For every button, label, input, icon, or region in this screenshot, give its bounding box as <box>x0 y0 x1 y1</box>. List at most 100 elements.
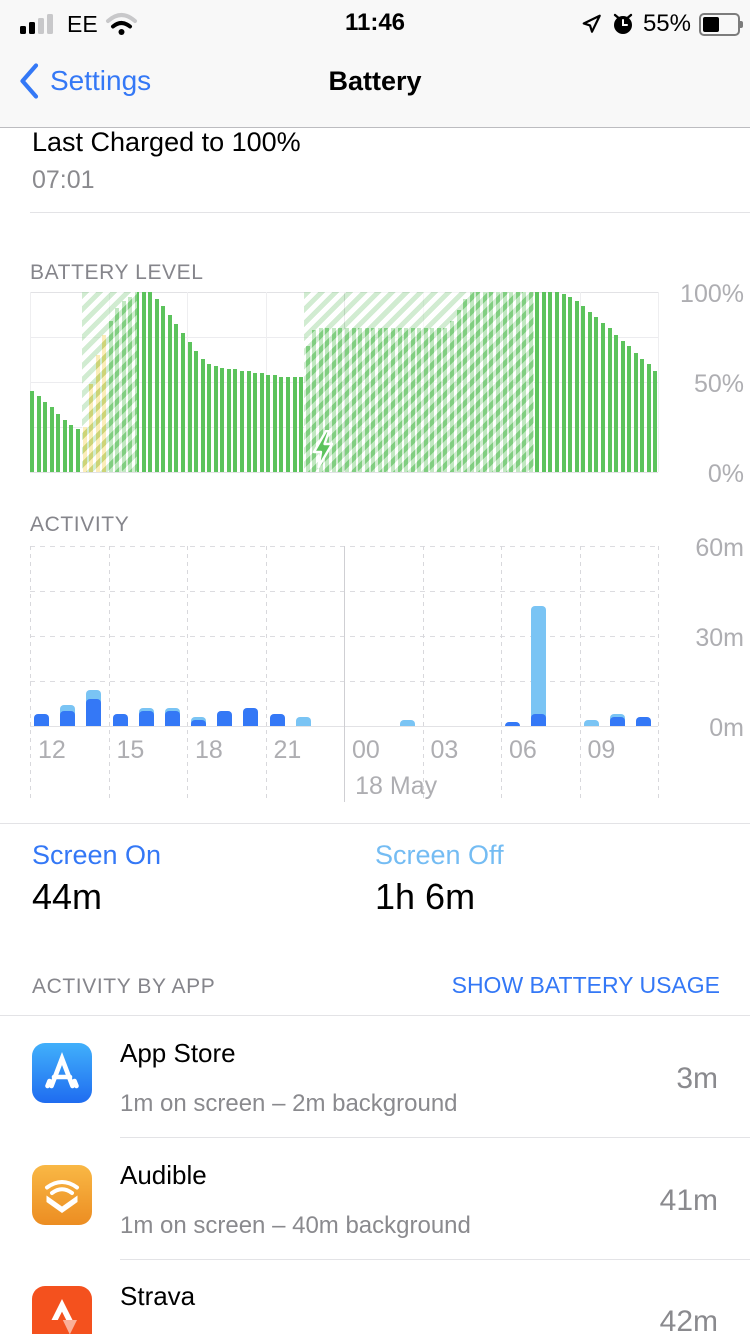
battery-level-bar <box>56 414 61 472</box>
battery-level-bar <box>502 292 507 472</box>
activity-hour-slot <box>632 546 658 726</box>
hour-label: 18 <box>195 736 223 764</box>
battery-level-bar <box>456 310 461 472</box>
carrier-label: EE <box>67 10 98 37</box>
location-arrow-icon <box>582 14 601 33</box>
battery-level-bar <box>410 328 415 472</box>
screen-on-bar <box>164 711 180 726</box>
gridline <box>658 292 659 472</box>
hour-label: 15 <box>116 736 145 764</box>
battery-level-bar <box>417 328 422 472</box>
battery-level-bar <box>548 292 553 472</box>
battery-level-bar <box>568 297 573 472</box>
battery-level-bar <box>89 383 94 472</box>
activity-hour-slot <box>606 546 632 726</box>
activity-hour-slot <box>56 546 82 726</box>
back-button[interactable]: Settings <box>18 62 151 100</box>
app-row-strava[interactable]: Strava 3m on screen – 39m background 42m <box>0 1259 750 1334</box>
last-charged-title: Last Charged to 100% <box>32 127 301 157</box>
battery-level-bar <box>207 364 212 472</box>
activity-hour-slot <box>161 546 187 726</box>
app-name: Audible <box>120 1160 207 1190</box>
activity-axis-label: 60m <box>695 534 744 562</box>
hour-label: 00 <box>352 736 380 764</box>
activity-chart[interactable] <box>30 546 658 727</box>
battery-level-bar <box>620 340 625 472</box>
battery-level-bar <box>43 401 48 472</box>
battery-level-bar <box>115 308 120 472</box>
activity-hour-slot <box>423 546 449 726</box>
battery-level-bar <box>253 373 258 472</box>
screen-on-bar <box>34 714 49 726</box>
battery-axis-label: 100% <box>680 280 744 308</box>
screen-off-bar <box>531 606 547 726</box>
battery-level-bar <box>495 292 500 472</box>
battery-level-bar <box>246 371 251 472</box>
battery-level-bar <box>436 328 441 472</box>
activity-axis-label: 30m <box>695 624 744 652</box>
activity-bars <box>30 546 658 726</box>
battery-level-bar <box>128 297 133 472</box>
screen-on-bar <box>217 711 233 726</box>
activity-hour-slot <box>292 546 318 726</box>
activity-hour-slot <box>580 546 606 726</box>
show-battery-usage-button[interactable]: SHOW BATTERY USAGE <box>451 972 720 998</box>
battery-level-bar <box>161 306 166 472</box>
battery-icon <box>699 12 743 36</box>
battery-level-chart[interactable] <box>30 292 659 473</box>
screen-off-bar <box>400 720 416 726</box>
battery-level-bar <box>528 292 533 472</box>
activity-hour-slot <box>553 546 579 726</box>
screen-on-label: Screen On <box>32 840 162 870</box>
activity-hour-slot <box>344 546 370 726</box>
activity-hour-slot <box>135 546 161 726</box>
app-store-icon <box>32 1043 92 1103</box>
screen-on-bar <box>635 717 651 726</box>
gridline <box>30 292 31 472</box>
battery-level-bar <box>240 371 244 472</box>
battery-level-bar <box>640 358 645 472</box>
screen-on-bar <box>191 720 206 726</box>
gridline <box>265 292 267 472</box>
activity-axis-label: 0m <box>709 714 744 742</box>
battery-level-bar <box>220 367 225 472</box>
battery-level-bar <box>489 292 494 472</box>
screen-on-bar <box>269 714 285 726</box>
battery-level-bar <box>594 317 599 472</box>
battery-level-bar <box>482 292 487 472</box>
battery-level-bar <box>541 292 546 472</box>
activity-hour-slot <box>370 546 396 726</box>
battery-level-bar <box>108 320 113 472</box>
gridline <box>579 292 581 472</box>
chevron-left-icon <box>20 63 39 99</box>
battery-level-bar <box>279 376 284 472</box>
separator <box>0 1015 750 1016</box>
battery-level-bar <box>515 292 520 472</box>
app-usage-total: 3m <box>676 1062 718 1095</box>
app-row-audible[interactable]: Audible 1m on screen – 40m background 41… <box>0 1138 750 1260</box>
gridline <box>30 726 658 727</box>
separator <box>0 823 750 824</box>
screen-on-bar <box>243 708 259 726</box>
gridline <box>658 546 659 802</box>
battery-level-bar <box>581 306 586 472</box>
battery-level-bar <box>397 328 402 472</box>
activity-hour-slot <box>109 546 135 726</box>
battery-level-bar <box>75 428 80 472</box>
status-right: 55% <box>581 10 743 38</box>
battery-level-bar <box>535 292 540 472</box>
battery-level-bar <box>574 301 579 472</box>
battery-level-bar <box>187 342 192 472</box>
hour-label: 06 <box>509 736 537 764</box>
battery-level-bar <box>561 293 566 472</box>
app-row-app-store[interactable]: App Store 1m on screen – 2m background 3… <box>0 1016 750 1138</box>
battery-bars <box>30 292 658 472</box>
battery-level-bar <box>646 364 651 472</box>
battery-level-bar <box>213 365 218 472</box>
status-left: EE <box>20 10 138 38</box>
wifi-icon <box>105 13 137 35</box>
last-charged-time: 07:01 <box>32 166 95 194</box>
hour-label: 09 <box>587 736 616 764</box>
battery-level-bar <box>338 328 343 472</box>
battery-axis-label: 50% <box>693 370 744 398</box>
